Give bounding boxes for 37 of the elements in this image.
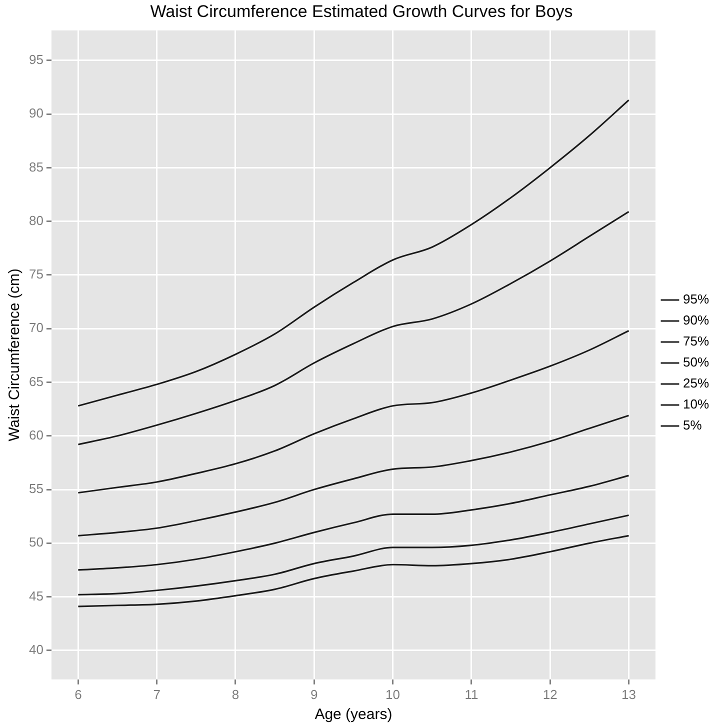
x-tick-label: 9: [310, 686, 318, 702]
line-series: [77, 514, 630, 596]
line-series: [77, 534, 630, 608]
y-tick-label: 70: [28, 320, 44, 336]
y-tick-label: 60: [28, 427, 44, 442]
legend-label: 90%: [682, 312, 710, 328]
x-tick-label: 10: [386, 686, 400, 702]
line-series: [77, 474, 630, 571]
y-tick-label: 50: [28, 534, 44, 550]
legend-label: 10%: [682, 396, 710, 412]
y-tick-label: 90: [28, 106, 44, 121]
y-tick-label: 45: [28, 588, 44, 604]
x-tick-label: 8: [232, 686, 240, 702]
line-series: [77, 414, 630, 536]
legend-label: 95%: [682, 292, 710, 307]
y-tick-label: 65: [28, 374, 44, 389]
x-tick-label: 6: [74, 686, 82, 702]
x-tick-label: 13: [622, 686, 636, 702]
legend-label: 5%: [682, 418, 702, 433]
x-tick-label: 12: [542, 686, 558, 702]
y-tick-label: 55: [28, 481, 44, 496]
legend-label: 75%: [682, 334, 710, 349]
x-tick-label: 7: [153, 686, 160, 702]
y-tick-label: 95: [28, 52, 44, 68]
chart-title: Waist Circumference Estimated Growth Curves for Boys: [150, 2, 573, 21]
x-axis-title: Age (years): [314, 706, 392, 724]
line-series: [77, 330, 630, 494]
legend-label: 50%: [682, 354, 710, 370]
line-series: [77, 210, 630, 446]
legend-label: 25%: [682, 376, 710, 391]
y-tick-label: 85: [28, 159, 44, 174]
y-tick-label: 40: [28, 642, 44, 658]
x-tick-label: 11: [464, 686, 478, 702]
y-tick-label: 75: [28, 266, 44, 282]
y-tick-label: 80: [28, 212, 44, 228]
y-axis-title: Waist Circumference (cm): [6, 268, 24, 442]
line-series: [77, 99, 630, 407]
